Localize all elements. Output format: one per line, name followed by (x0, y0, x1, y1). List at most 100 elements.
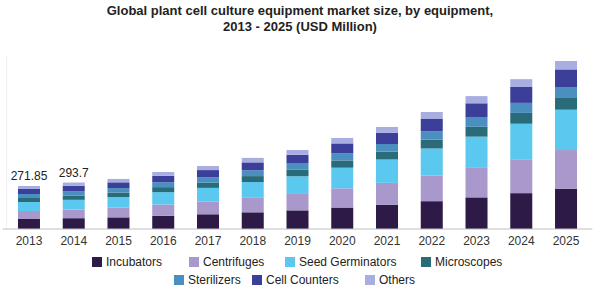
bar-segment (331, 138, 353, 143)
title-line: Global plant cell culture equipment mark… (107, 3, 493, 18)
bar-segment (376, 133, 398, 144)
x-tick-label: 2023 (463, 234, 490, 248)
bar-segment (18, 186, 40, 189)
bar-segment (107, 179, 129, 182)
bar-segment (242, 162, 264, 170)
bar-segment (152, 187, 174, 192)
bar-segment (287, 150, 309, 155)
bar-segment (421, 131, 443, 139)
bar-segment (376, 160, 398, 183)
bar-segment (63, 195, 85, 199)
bar-segment (376, 144, 398, 152)
bar-segment (18, 202, 40, 211)
bar-segment (18, 194, 40, 198)
bar-segment (376, 152, 398, 160)
bar-segment (107, 217, 129, 229)
bar-segment (331, 188, 353, 207)
bar-segment (152, 205, 174, 216)
bar-segment (197, 188, 219, 202)
bar-segment (376, 205, 398, 229)
bar-segment (197, 166, 219, 170)
title: Global plant cell culture equipment mark… (107, 3, 493, 34)
title-line: 2013 - 2025 (USD Million) (223, 19, 377, 34)
x-tick-label: 2024 (508, 234, 535, 248)
bar-segment (466, 103, 488, 117)
bar-segment (421, 148, 443, 175)
bar-segment (197, 202, 219, 215)
bar-segment (18, 189, 40, 194)
bar-segment (152, 172, 174, 176)
x-tick-label: 2022 (418, 234, 445, 248)
y-axis-line (6, 55, 7, 229)
x-tick-label: 2018 (239, 234, 266, 248)
bar-segment (331, 143, 353, 153)
bar-segment (331, 153, 353, 160)
bar-segment (510, 79, 532, 87)
legend-label: Others (379, 273, 415, 287)
bar-segment (421, 112, 443, 119)
bar-segment (242, 170, 264, 176)
x-tick-label: 2017 (195, 234, 222, 248)
bar-segment (107, 197, 129, 208)
annotation: 271.85 (11, 169, 48, 183)
legend: IncubatorsCentrifugesSeed GerminatorsMic… (92, 255, 502, 287)
bar-segment (152, 216, 174, 229)
bar-segment (421, 119, 443, 132)
bar-segment (510, 193, 532, 229)
chart: Global plant cell culture equipment mark… (0, 0, 600, 295)
bar-segment (331, 168, 353, 189)
bar-segment (555, 98, 577, 110)
bar-segment (555, 61, 577, 69)
bar-segment (510, 113, 532, 124)
legend-swatch (189, 257, 199, 267)
legend-swatch (174, 275, 184, 285)
bar-segment (63, 191, 85, 195)
legend-swatch (252, 275, 262, 285)
bar-segment (63, 218, 85, 229)
bar-segment (287, 210, 309, 229)
bar-segment (18, 198, 40, 202)
bar-segment (466, 137, 488, 168)
bars (18, 61, 577, 229)
bar-segment (287, 155, 309, 164)
bar-segment (242, 176, 264, 182)
bar-segment (555, 87, 577, 98)
legend-swatch (365, 275, 375, 285)
bar-segment (376, 183, 398, 205)
bar-segment (63, 200, 85, 210)
bar-segment (63, 183, 85, 186)
bar-segment (331, 160, 353, 167)
legend-label: Centrifuges (203, 255, 264, 269)
bar-segment (555, 189, 577, 229)
x-tick-label: 2021 (374, 234, 401, 248)
bar-segment (555, 69, 577, 87)
bar-segment (152, 182, 174, 187)
bar-segment (18, 219, 40, 229)
bar-segment (18, 211, 40, 219)
bar-segment (63, 186, 85, 191)
bar-segment (466, 168, 488, 198)
bar-segment (242, 182, 264, 198)
bar-segment (197, 177, 219, 182)
bar-segment (107, 182, 129, 188)
bar-segment (555, 150, 577, 189)
bar-segment (152, 192, 174, 204)
x-tick-label: 2019 (284, 234, 311, 248)
bar-segment (510, 103, 532, 113)
bar-segment (242, 212, 264, 229)
bar-segment (152, 176, 174, 182)
bar-segment (107, 193, 129, 197)
x-tick-label: 2020 (329, 234, 356, 248)
bar-segment (510, 87, 532, 103)
bar-segment (287, 164, 309, 170)
x-tick-label: 2014 (60, 234, 87, 248)
legend-swatch (92, 257, 102, 267)
x-tick-label: 2016 (150, 234, 177, 248)
bar-segment (376, 127, 398, 133)
annotation: 293.7 (59, 166, 89, 180)
page: {"chart_data": { "type": "bar", "title":… (0, 0, 600, 295)
bar-segment (287, 176, 309, 194)
bar-segment (510, 124, 532, 160)
legend-swatch (285, 257, 295, 267)
baseline (3, 229, 593, 230)
